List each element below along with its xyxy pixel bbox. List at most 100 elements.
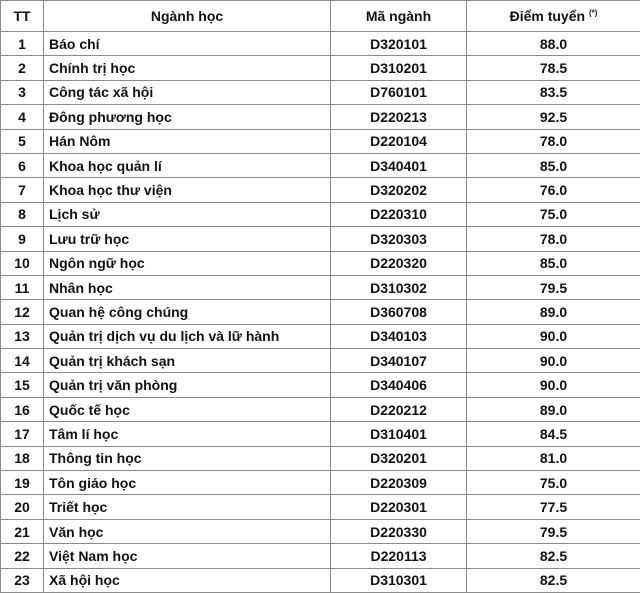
major-name: Báo chí [43,30,331,57]
row-number: 6 [0,152,44,179]
admission-score: 78.5 [466,55,640,81]
header-code: Mã ngành [330,0,467,32]
row-number: 9 [0,226,44,252]
admission-score: 79.5 [466,274,640,301]
admission-score: 82.5 [466,567,640,593]
table-row: 4 Đông phương học D220213 92.5 [0,104,640,130]
table-row: 22 Việt Nam học D220113 82.5 [0,543,640,569]
major-code: D320201 [330,445,467,472]
table-row: 6 Khoa học quản lí D340401 85.0 [0,152,640,179]
table-row: 14 Quản trị khách sạn D340107 90.0 [0,348,640,374]
admission-score: 78.0 [466,128,640,154]
admission-score: 90.0 [466,372,640,398]
row-number: 3 [0,79,44,106]
major-code: D340406 [330,372,467,398]
row-number: 2 [0,55,44,81]
major-name: Nhân học [43,274,331,301]
admission-score: 79.5 [466,518,640,545]
major-name: Quan hệ công chúng [43,299,331,325]
row-number: 17 [0,421,44,447]
major-code: D220213 [330,104,467,130]
header-major: Ngành học [43,0,331,32]
admission-score: 90.0 [466,348,640,374]
table-row: 19 Tôn giáo học D220309 75.0 [0,470,640,496]
admission-score: 88.0 [466,30,640,57]
major-code: D220301 [330,494,467,520]
admission-score: 75.0 [466,201,640,228]
row-number: 14 [0,348,44,374]
major-code: D220104 [330,128,467,154]
major-code: D360708 [330,299,467,325]
row-number: 19 [0,470,44,496]
row-number: 13 [0,323,44,350]
major-name: Hán Nôm [43,128,331,154]
row-number: 22 [0,543,44,569]
major-code: D310301 [330,567,467,593]
row-number: 8 [0,201,44,228]
admission-score: 75.0 [466,470,640,496]
admission-score: 89.0 [466,299,640,325]
row-number: 18 [0,445,44,472]
header-score-label: Điểm tuyển [509,8,586,24]
table-row: 9 Lưu trữ học D320303 78.0 [0,226,640,252]
major-name: Xã hội học [43,567,331,593]
row-number: 4 [0,104,44,130]
major-code: D220310 [330,201,467,228]
header-score-note: (*) [588,8,598,18]
major-name: Khoa học quản lí [43,152,331,179]
major-code: D320101 [330,30,467,57]
row-number: 16 [0,396,44,423]
table-row: 1 Báo chí D320101 88.0 [0,30,640,57]
major-name: Văn học [43,518,331,545]
table-row: 8 Lịch sử D220310 75.0 [0,201,640,228]
major-name: Đông phương học [43,104,331,130]
major-name: Quốc tế học [43,396,331,423]
major-name: Quản trị văn phòng [43,372,331,398]
row-number: 23 [0,567,44,593]
header-row: TT Ngành học Mã ngành Điểm tuyển (*) [0,0,640,32]
admission-score: 81.0 [466,445,640,472]
table-row: 12 Quan hệ công chúng D360708 89.0 [0,299,640,325]
row-number: 15 [0,372,44,398]
major-code: D310401 [330,421,467,447]
row-number: 21 [0,518,44,545]
major-name: Quản trị khách sạn [43,348,331,374]
row-number: 1 [0,30,44,57]
major-name: Quản trị dịch vụ du lịch và lữ hành [43,323,331,350]
admission-score: 90.0 [466,323,640,350]
header-tt: TT [0,0,44,32]
major-name: Tâm lí học [43,421,331,447]
admission-score: 83.5 [466,79,640,106]
table-row: 18 Thông tin học D320201 81.0 [0,445,640,472]
admission-score: 77.5 [466,494,640,520]
major-name: Công tác xã hội [43,79,331,106]
row-number: 10 [0,250,44,276]
table-row: 13 Quản trị dịch vụ du lịch và lữ hành D34… [0,323,640,350]
major-name: Khoa học thư viện [43,177,331,203]
major-code: D220320 [330,250,467,276]
table-row: 7 Khoa học thư viện D320202 76.0 [0,177,640,203]
table-row: 23 Xã hội học D310301 82.5 [0,567,640,593]
major-code: D220309 [330,470,467,496]
row-number: 20 [0,494,44,520]
major-code: D310201 [330,55,467,81]
admission-score: 82.5 [466,543,640,569]
row-number: 11 [0,274,44,301]
major-code: D310302 [330,274,467,301]
major-code: D340103 [330,323,467,350]
major-code: D340107 [330,348,467,374]
row-number: 7 [0,177,44,203]
major-code: D340401 [330,152,467,179]
major-name: Thông tin học [43,445,331,472]
row-number: 12 [0,299,44,325]
table-row: 10 Ngôn ngữ học D220320 85.0 [0,250,640,276]
major-code: D220113 [330,543,467,569]
major-code: D220330 [330,518,467,545]
admission-score: 85.0 [466,152,640,179]
major-name: Triết học [43,494,331,520]
admission-score: 78.0 [466,226,640,252]
major-name: Ngôn ngữ học [43,250,331,276]
table-row: 2 Chính trị học D310201 78.5 [0,55,640,81]
admission-score: 85.0 [466,250,640,276]
